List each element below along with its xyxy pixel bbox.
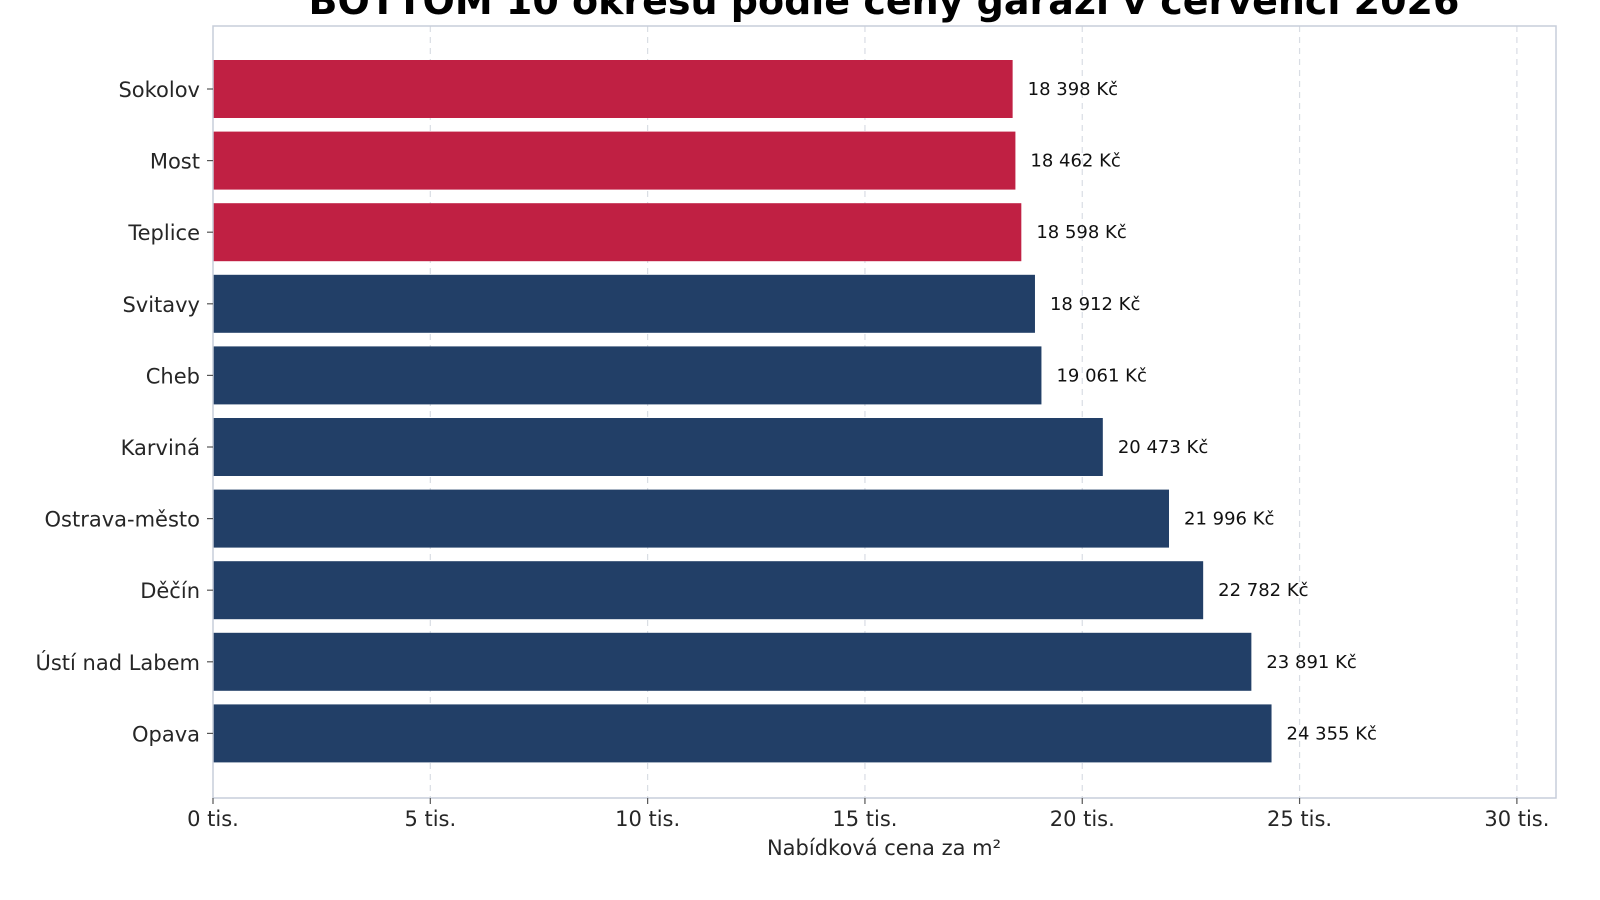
category-label: Svitavy	[122, 293, 200, 317]
category-label: Ostrava-město	[45, 508, 200, 532]
value-label: 18 912 Kč	[1050, 294, 1140, 315]
category-label: Teplice	[127, 221, 200, 245]
x-axis-label: Nabídková cena za m²	[767, 836, 1001, 860]
value-label: 23 891 Kč	[1266, 652, 1356, 673]
x-tick-label: 15 tis.	[832, 807, 897, 831]
value-label: 24 355 Kč	[1287, 723, 1377, 744]
bar-opava	[213, 704, 1272, 763]
category-label: Ústí nad Labem	[35, 650, 200, 675]
bar-ústí-nad-labem	[213, 632, 1252, 691]
category-label: Karviná	[121, 436, 200, 460]
x-tick-label: 25 tis.	[1267, 807, 1332, 831]
value-label: 18 462 Kč	[1030, 151, 1120, 172]
category-label: Děčín	[140, 579, 200, 603]
chart-title: BOTTOM 10 okresů podle ceny garáží v čer…	[309, 0, 1460, 23]
category-label: Sokolov	[118, 78, 200, 102]
category-label: Opava	[132, 722, 200, 746]
bar-teplice	[213, 203, 1022, 262]
plot-frame	[212, 25, 1557, 799]
x-tick-label: 10 tis.	[615, 807, 680, 831]
category-label: Most	[150, 150, 200, 174]
x-tick-label: 20 tis.	[1050, 807, 1115, 831]
bar-karviná	[213, 418, 1103, 476]
value-label: 20 473 Kč	[1118, 437, 1208, 458]
bar-svitavy	[213, 274, 1035, 333]
bar-děčín	[213, 561, 1204, 620]
value-label: 18 398 Kč	[1028, 79, 1118, 100]
category-label: Cheb	[146, 364, 200, 388]
x-tick-label: 30 tis.	[1484, 807, 1549, 831]
x-tick-label: 5 tis.	[404, 807, 456, 831]
bar-cheb	[213, 346, 1042, 405]
bar-sokolov	[213, 60, 1013, 118]
x-axis: 0 tis. 5 tis. 10 tis. 15 tis. 20 tis. 25 tis.…	[187, 798, 1549, 831]
value-label: 19 061 Kč	[1056, 365, 1146, 386]
value-label: 18 598 Kč	[1036, 222, 1126, 243]
value-label: 22 782 Kč	[1218, 580, 1308, 601]
bar-most	[213, 131, 1016, 190]
bar-ostrava-město	[213, 489, 1170, 548]
bars: 18 398 Kč 18 462 Kč 18 598 Kč 18 912 Kč 19 0…	[213, 60, 1377, 763]
value-label: 21 996 Kč	[1184, 509, 1274, 530]
y-axis: Sokolov Most Teplice Svitavy Cheb Karviná Ostr…	[35, 78, 213, 746]
x-tick-label: 0 tis.	[187, 807, 239, 831]
